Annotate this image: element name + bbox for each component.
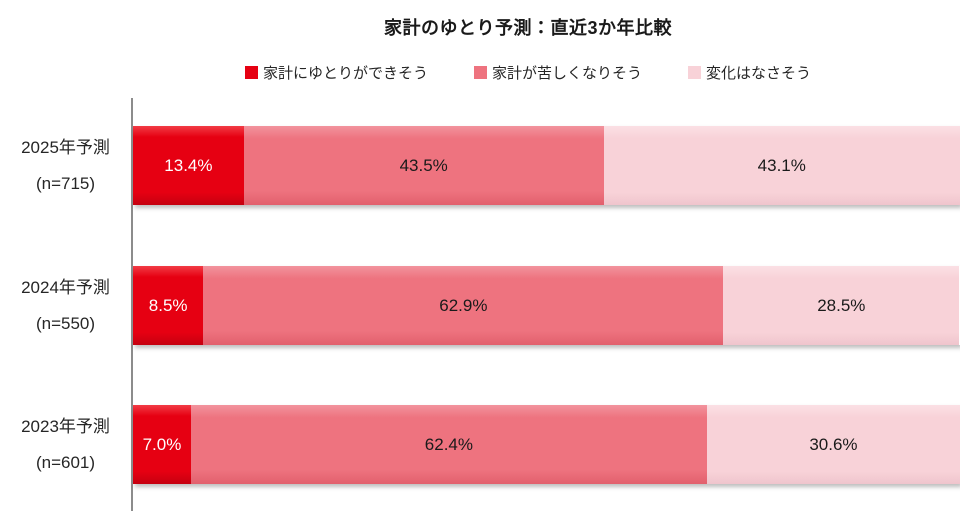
legend-swatch-red-icon — [244, 66, 258, 79]
bar-segment-yutori: 13.4% — [133, 126, 244, 205]
category-n: (n=601) — [35, 452, 96, 472]
legend-label: 家計にゆとりができそう — [262, 65, 428, 82]
value-label: 43.1% — [757, 155, 806, 175]
value-label: 13.4% — [164, 155, 213, 175]
category-label: 2024年予測 (n=550) — [0, 266, 131, 345]
legend-label: 変化はなさそう — [706, 65, 812, 82]
legend-swatch-pink-icon — [688, 66, 701, 79]
bar-segment-kurushii: 62.4% — [190, 405, 707, 484]
chart-title: 家計のゆとり予測：直近3か年比較 — [383, 18, 672, 38]
category-n: (n=715) — [35, 173, 96, 193]
legend-label: 家計が苦しくなりそう — [491, 65, 642, 82]
bar-segment-henka-nashi: 30.6% — [706, 405, 960, 484]
stacked-bar: 7.0% 62.4% 30.6% — [133, 405, 960, 484]
legend-item-yutori: 家計にゆとりができそう — [244, 62, 428, 83]
category-year: 2025年予測 — [21, 137, 110, 157]
bar-row-2024: 2024年予測 (n=550) 8.5% 62.9% 28.5% — [0, 266, 960, 345]
bar-row-2023: 2023年予測 (n=601) 7.0% 62.4% 30.6% — [0, 405, 960, 484]
category-label: 2025年予測 (n=715) — [0, 126, 131, 205]
legend-swatch-rose-icon — [473, 66, 487, 79]
stacked-bar: 8.5% 62.9% 28.5% — [133, 266, 960, 345]
y-axis-line — [131, 98, 133, 511]
category-n: (n=550) — [35, 313, 96, 333]
plot-area: 2025年予測 (n=715) 13.4% 43.5% 43.1% 2024年予… — [0, 98, 960, 511]
value-label: 8.5% — [148, 295, 188, 315]
legend-item-kurushii: 家計が苦しくなりそう — [473, 62, 642, 83]
legend-item-henka-nashi: 変化はなさそう — [688, 62, 811, 83]
bar-row-2025: 2025年予測 (n=715) 13.4% 43.5% 43.1% — [0, 126, 960, 205]
value-label: 30.6% — [809, 434, 858, 454]
value-label: 62.4% — [424, 434, 473, 454]
legend: 家計にゆとりができそう 家計が苦しくなりそう 変化はなさそう — [131, 62, 925, 83]
stacked-bar: 13.4% 43.5% 43.1% — [133, 126, 960, 205]
bar-segment-kurushii: 43.5% — [243, 126, 604, 205]
bar-segment-henka-nashi: 43.1% — [603, 126, 960, 205]
bar-segment-yutori: 7.0% — [133, 405, 191, 484]
bar-segment-yutori: 8.5% — [133, 266, 204, 345]
bar-segment-kurushii: 62.9% — [203, 266, 724, 345]
category-year: 2024年予測 — [21, 277, 110, 297]
value-label: 43.5% — [399, 155, 448, 175]
category-label: 2023年予測 (n=601) — [0, 405, 131, 484]
value-label: 28.5% — [817, 295, 866, 315]
value-label: 62.9% — [439, 295, 488, 315]
category-year: 2023年予測 — [21, 416, 110, 436]
bar-segment-henka-nashi: 28.5% — [723, 266, 960, 345]
value-label: 7.0% — [142, 434, 182, 454]
